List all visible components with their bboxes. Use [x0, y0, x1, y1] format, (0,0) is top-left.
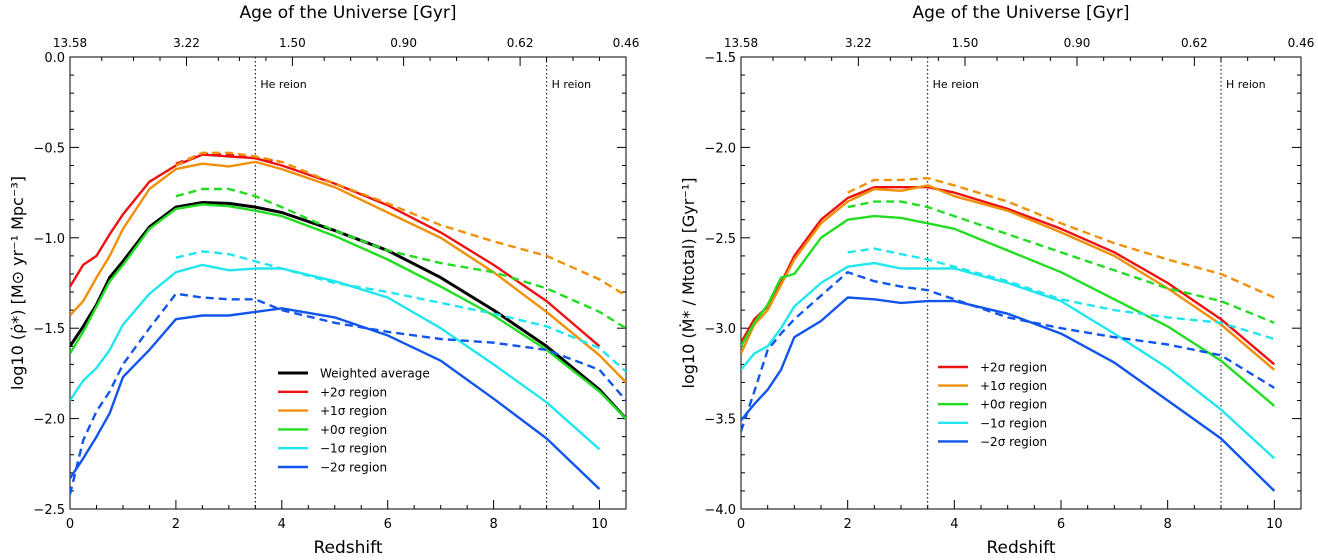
- minus1sigma-region-line: [70, 263, 601, 451]
- top-tick-label: 13.58: [724, 36, 758, 50]
- y-tick-label: −2.0: [33, 413, 65, 428]
- left-panel: 0 2 4 6 8 10 13.58 3.22 1.50 0.90 0.62 0.46 −2.5 −2.0…: [8, 3, 639, 558]
- y-tick-label: −2.5: [33, 503, 65, 518]
- top-axis-label: Age of the Universe [Gyr]: [912, 3, 1129, 23]
- series-6-dashed-line: [847, 247, 1275, 341]
- minus2sigma-region-line: [741, 296, 1276, 492]
- plus0sigma-region-legend-label: +0σ region: [980, 398, 1047, 412]
- x-tick-label: 0: [66, 517, 74, 532]
- plus2sigma-region-legend-label: +2σ region: [980, 361, 1047, 375]
- top-tick-label: 3.22: [173, 36, 200, 50]
- x-tick-label: 4: [950, 517, 958, 532]
- right-panel: 0 2 4 6 8 10 13.58 3.22 1.50 0.90 0.62 0.46 −4.0 −3.5…: [679, 3, 1314, 558]
- plus2sigma-region-legend-label: +2σ region: [320, 385, 387, 399]
- plus1sigma-region-line: [70, 160, 626, 384]
- x-tick-label: 8: [489, 517, 497, 532]
- plus0sigma-region-legend-label: +0σ region: [320, 423, 387, 437]
- plus1sigma-region-line: [741, 184, 1276, 371]
- plus2sigma-region-line: [741, 185, 1276, 366]
- series-1-dashed-line: [847, 176, 1275, 299]
- y-tick-label: −1.0: [33, 232, 65, 247]
- top-tick-label: 3.22: [845, 36, 872, 50]
- series-4-dashed-line: [175, 151, 626, 297]
- top-tick-label: 0.46: [613, 36, 640, 50]
- plus1sigma-region-legend-label: +1σ region: [980, 379, 1047, 393]
- minus1sigma-region-line: [741, 261, 1276, 460]
- x-tick-label: 10: [591, 517, 608, 532]
- y-tick-label: −3.5: [704, 413, 736, 428]
- y-axis-label: log10 (Ṁ* / Mtotal) [Gyr⁻¹]: [679, 178, 698, 389]
- series-4-dashed-line: [847, 200, 1275, 324]
- minus1sigma-region-legend-label: −1σ region: [980, 416, 1047, 430]
- series-8-dashed-line: [741, 271, 1275, 432]
- top-tick-label: 0.62: [1181, 36, 1208, 50]
- y-tick-label: −0.5: [33, 141, 65, 156]
- top-axis-label: Age of the Universe [Gyr]: [239, 3, 456, 23]
- y-tick-label: −1.5: [33, 322, 65, 337]
- series-group: [741, 176, 1276, 492]
- plus0sigma-region-line: [70, 203, 626, 420]
- series-6-dashed-line: [175, 187, 626, 330]
- minus2sigma-region-line: [70, 307, 601, 490]
- x-tick-label: 2: [844, 517, 852, 532]
- top-tick-label: 13.58: [53, 36, 87, 50]
- top-tick-label: 1.50: [952, 36, 979, 50]
- x-tick-label: 4: [278, 517, 286, 532]
- y-tick-label: −1.5: [704, 51, 736, 66]
- legend: +2σ region +1σ region +0σ region −1σ region…: [938, 361, 1047, 449]
- top-tick-label: 0.90: [390, 36, 417, 50]
- top-tick-label: 0.46: [1288, 36, 1315, 50]
- x-axis-label: Redshift: [986, 538, 1055, 558]
- series-10-dashed-line: [70, 292, 626, 495]
- weighted-average-line: [70, 201, 626, 420]
- y-axis-label: log10 (ρ̇*) [M⊙ yr⁻¹ Mpc⁻³]: [8, 176, 27, 390]
- reionization-label: H reion: [1226, 78, 1266, 91]
- x-tick-label: 10: [1266, 517, 1283, 532]
- series-group: [70, 151, 626, 495]
- x-tick-label: 0: [737, 517, 745, 532]
- minus2sigma-region-legend-label: −2σ region: [320, 461, 387, 475]
- x-tick-label: 6: [384, 517, 392, 532]
- y-tick-label: −2.5: [704, 232, 736, 247]
- minus2sigma-region-legend-label: −2σ region: [980, 435, 1047, 449]
- plus1sigma-region-legend-label: +1σ region: [320, 404, 387, 418]
- reionization-label: H reion: [552, 78, 592, 91]
- plot-frame: [740, 56, 1302, 510]
- plus2sigma-region-line: [70, 153, 601, 348]
- x-tick-label: 8: [1164, 517, 1172, 532]
- top-tick-label: 0.62: [507, 36, 534, 50]
- weighted-average-legend-label: Weighted average: [320, 367, 430, 381]
- reionization-label: He reion: [933, 78, 979, 91]
- minus1sigma-region-legend-label: −1σ region: [320, 442, 387, 456]
- x-tick-label: 6: [1057, 517, 1065, 532]
- plus0sigma-region-line: [741, 214, 1276, 407]
- x-tick-label: 2: [172, 517, 180, 532]
- y-tick-label: 0.0: [44, 51, 65, 66]
- y-tick-label: −3.0: [704, 322, 736, 337]
- legend: Weighted average +2σ region +1σ region +0σ …: [278, 367, 430, 475]
- y-tick-label: −4.0: [704, 503, 736, 518]
- top-tick-label: 0.90: [1064, 36, 1091, 50]
- y-tick-label: −2.0: [704, 141, 736, 156]
- x-axis-label: Redshift: [313, 538, 382, 558]
- plot-frame: [69, 56, 627, 510]
- reionization-label: He reion: [260, 78, 306, 91]
- top-tick-label: 1.50: [279, 36, 306, 50]
